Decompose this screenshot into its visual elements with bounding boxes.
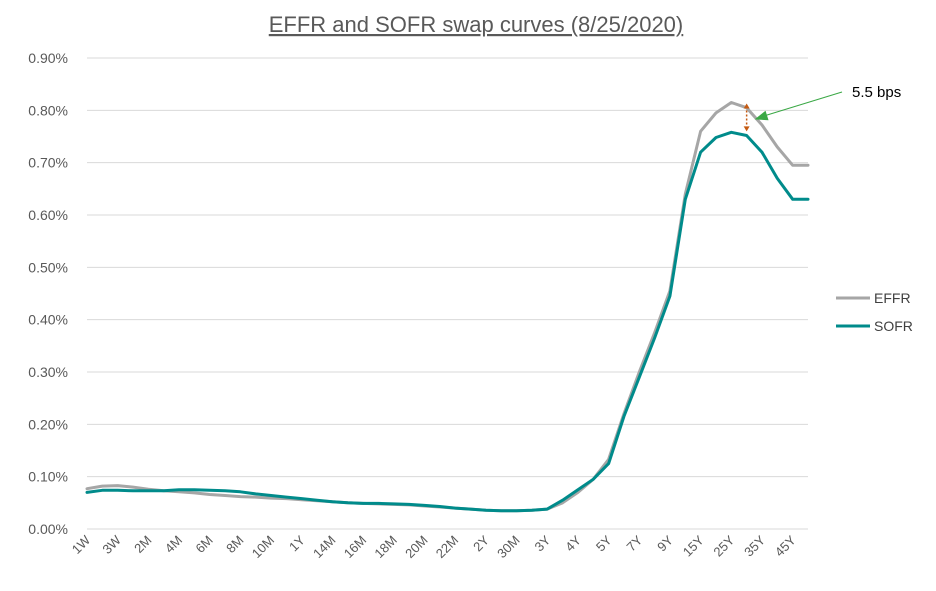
y-tick-label: 0.00% xyxy=(28,521,68,537)
spread-bracket-top-arrowhead xyxy=(743,103,750,109)
x-tick-label: 1W xyxy=(69,532,94,557)
spread-annotation: 5.5 bps xyxy=(743,84,901,132)
x-tick-label: 4M xyxy=(162,533,185,556)
x-tick-label: 4Y xyxy=(562,532,584,554)
chart-title: EFFR and SOFR swap curves (8/25/2020) xyxy=(269,12,684,37)
spread-bracket-bottom-arrowhead xyxy=(743,126,750,132)
y-tick-label: 0.20% xyxy=(28,416,68,432)
y-tick-label: 0.40% xyxy=(28,312,68,328)
y-tick-label: 0.90% xyxy=(28,50,68,66)
series-lines xyxy=(85,101,810,513)
x-tick-label: 30M xyxy=(494,533,522,561)
x-tick-label: 3Y xyxy=(531,532,553,554)
x-tick-label: 9Y xyxy=(654,532,676,554)
callout-arrowhead xyxy=(754,110,769,121)
series-line-effr xyxy=(85,101,810,513)
y-tick-label: 0.10% xyxy=(28,469,68,485)
gridlines xyxy=(87,57,808,530)
x-tick-label: 22M xyxy=(433,533,461,561)
x-tick-label: 5Y xyxy=(593,532,615,554)
x-tick-label: 7Y xyxy=(624,532,646,554)
x-tick-label: 15Y xyxy=(680,532,707,559)
legend: EFFR SOFR xyxy=(836,290,913,334)
y-tick-label: 0.60% xyxy=(28,207,68,223)
series-line-sofr xyxy=(85,130,810,513)
spread-annotation-label: 5.5 bps xyxy=(852,84,901,101)
x-tick-label: 18M xyxy=(371,533,399,561)
legend-label-sofr: SOFR xyxy=(874,318,913,334)
legend-label-effr: EFFR xyxy=(874,290,911,306)
y-tick-label: 0.50% xyxy=(28,259,68,275)
x-tick-label: 3W xyxy=(99,532,124,557)
x-tick-label: 10M xyxy=(249,533,277,561)
x-tick-label: 45Y xyxy=(772,532,799,559)
x-tick-label: 25Y xyxy=(710,532,737,559)
callout-arrow-line xyxy=(762,91,843,117)
x-axis-ticks: 1W 3W 2M 4M 6M 8M 10M 1Y 14M 16M 18M 20M 22M 2Y 30M 3Y 4… xyxy=(69,532,799,561)
x-tick-label: 8M xyxy=(223,533,246,556)
x-tick-label: 20M xyxy=(402,533,430,561)
x-tick-label: 14M xyxy=(310,533,338,561)
x-tick-label: 35Y xyxy=(741,532,768,559)
x-tick-label: 16M xyxy=(341,533,369,561)
x-tick-label: 6M xyxy=(192,533,215,556)
x-tick-label: 2Y xyxy=(470,532,492,554)
x-tick-label: 1Y xyxy=(286,532,308,554)
y-tick-label: 0.70% xyxy=(28,155,68,171)
y-tick-label: 0.30% xyxy=(28,364,68,380)
y-tick-label: 0.80% xyxy=(28,102,68,118)
y-axis-ticks: 0.00% 0.10% 0.20% 0.30% 0.40% 0.50% 0.60% 0.70%… xyxy=(28,50,68,537)
x-tick-label: 2M xyxy=(131,533,154,556)
